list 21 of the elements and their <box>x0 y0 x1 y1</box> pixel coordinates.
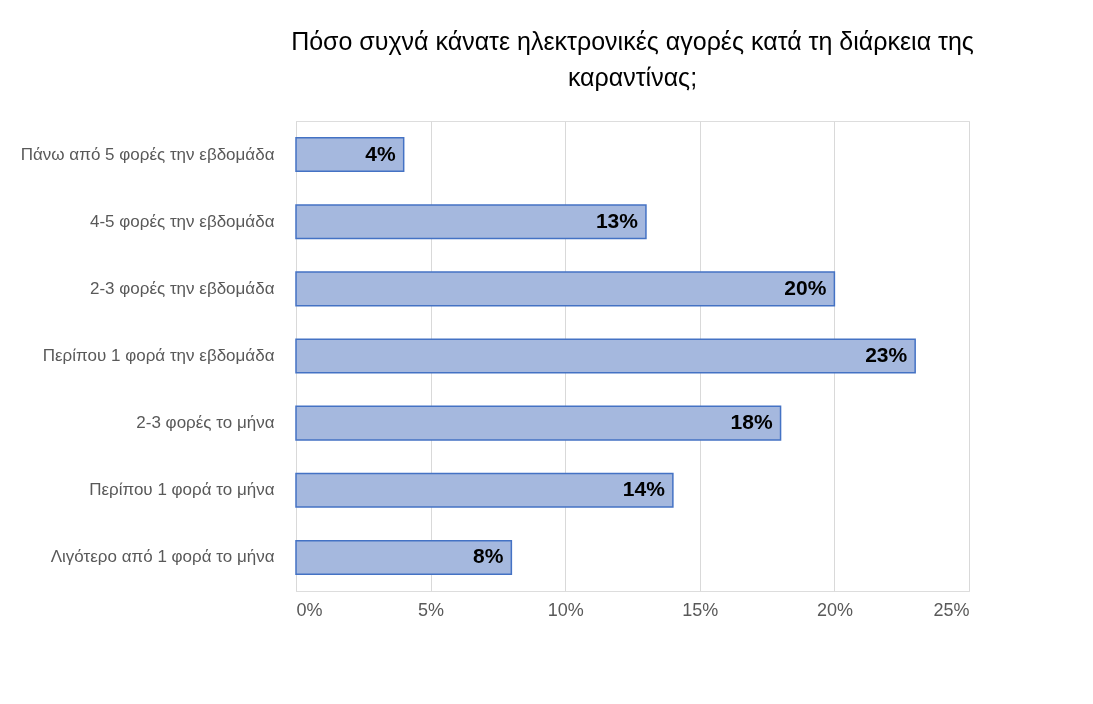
y-tick-label: Περίπου 1 φορά την εβδομάδα <box>42 346 275 365</box>
y-tick-label: 4-5 φορές την εβδομάδα <box>89 211 275 231</box>
data-label: 4% <box>365 141 396 165</box>
x-tick-label: 10% <box>547 599 584 620</box>
y-tick-label: Πάνω από 5 φορές την εβδομάδα <box>20 144 275 164</box>
x-tick-label: 25% <box>933 599 970 620</box>
data-label: 8% <box>473 544 504 568</box>
y-tick-label: Περίπου 1 φορά το μήνα <box>89 480 275 500</box>
data-label: 23% <box>865 343 908 366</box>
x-tick-label: 5% <box>418 599 445 620</box>
data-label: 20% <box>784 275 827 299</box>
x-tick-label: 20% <box>816 599 853 620</box>
x-tick-label: 15% <box>682 599 719 620</box>
y-tick-label: Λιγότερο από 1 φορά το μήνα <box>50 547 275 567</box>
data-label: 18% <box>730 410 773 434</box>
y-tick-label: 2-3 φορές το μήνα <box>136 413 275 433</box>
data-label: 13% <box>595 208 639 232</box>
chart-title: Πόσο συχνά κάνατε ηλεκτρονικές αγορές κατά τη διάρκεια της καραντίνας; <box>291 27 974 91</box>
data-label: 14% <box>622 477 666 501</box>
x-tick-label: 0% <box>296 599 323 620</box>
y-tick-label: 2-3 φορές την εβδομάδα <box>89 278 275 298</box>
